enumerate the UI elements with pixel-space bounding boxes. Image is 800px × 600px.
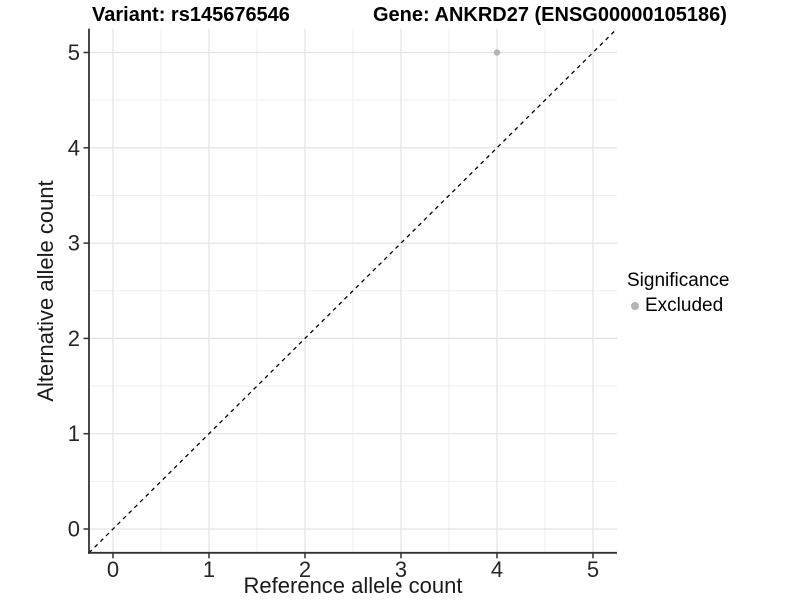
x-tick-label: 1: [203, 557, 215, 582]
y-tick-label: 0: [68, 517, 80, 542]
x-tick-label: 0: [107, 557, 119, 582]
legend-item-label: Excluded: [645, 295, 724, 316]
y-tick-label: 5: [68, 40, 80, 65]
legend-point-icon: [631, 302, 639, 310]
legend: Significance Excluded: [627, 270, 729, 317]
y-tick-label: 3: [68, 231, 80, 256]
legend-title: Significance: [627, 270, 730, 291]
plot-title-gene: Gene: ANKRD27 (ENSG00000105186): [373, 4, 727, 26]
y-axis-title: Alternative allele count: [33, 180, 58, 402]
legend-item-excluded: Excluded: [627, 295, 729, 317]
plot-title-variant: Variant: rs145676546: [92, 4, 290, 26]
x-tick-label: 2: [299, 557, 311, 582]
y-tick-label: 2: [68, 326, 80, 351]
data-point: [493, 49, 501, 56]
x-axis-title: Reference allele count: [243, 573, 463, 598]
y-tick-label: 4: [68, 135, 80, 160]
x-tick-label: 4: [491, 557, 503, 582]
x-tick-label: 3: [395, 557, 407, 582]
y-tick-label: 1: [68, 421, 80, 446]
x-tick-label: 5: [587, 557, 599, 582]
